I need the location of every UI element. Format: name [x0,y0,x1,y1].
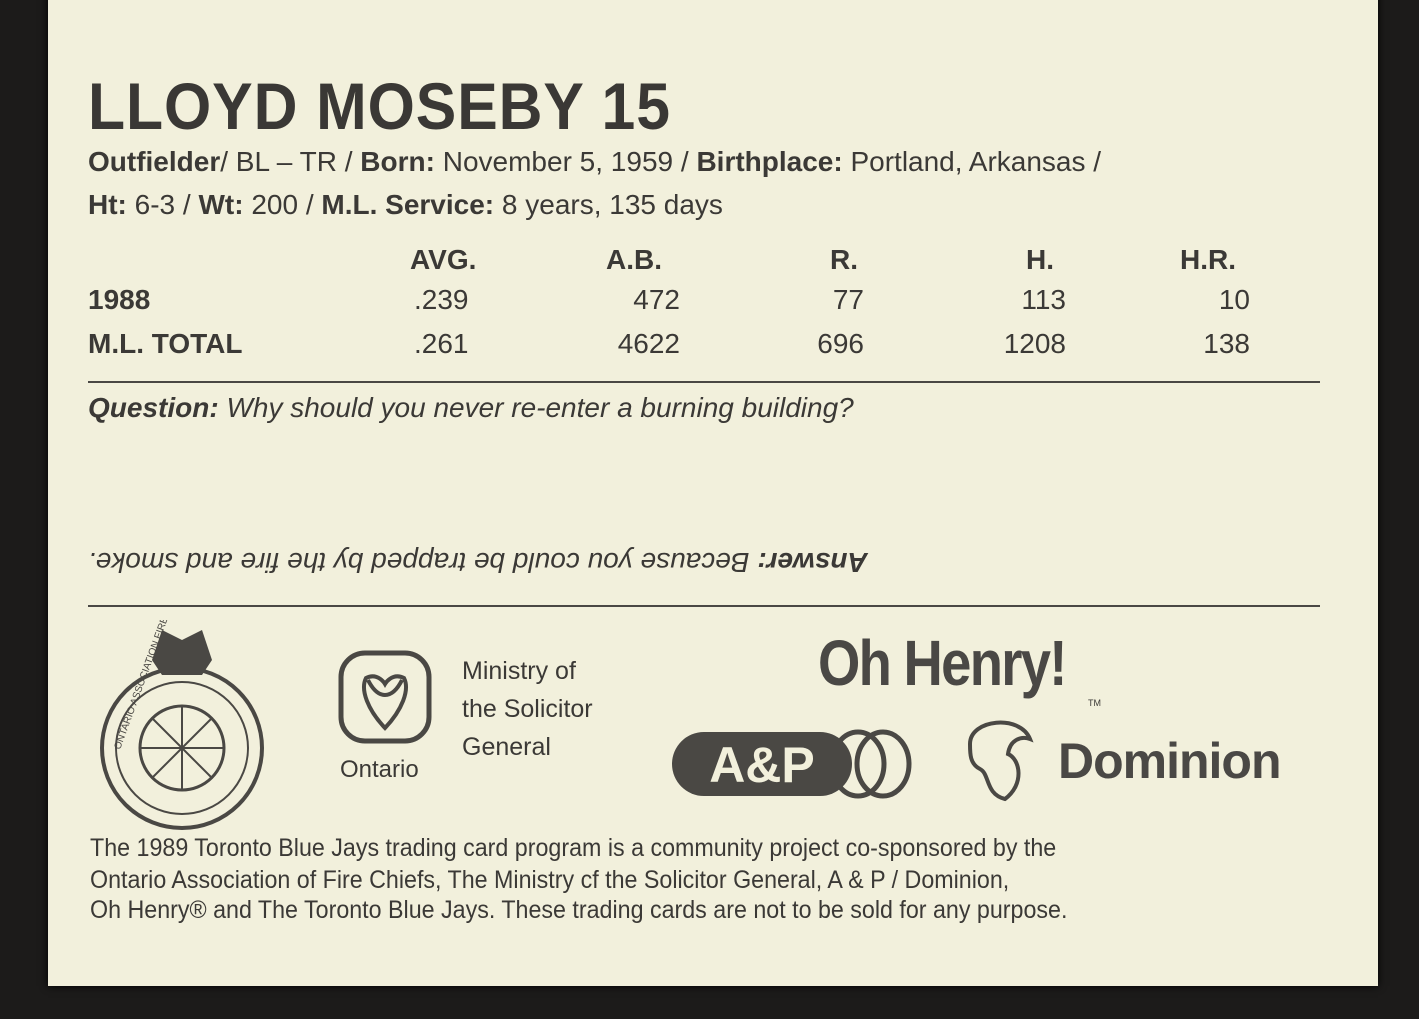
cell: 696 [817,328,864,359]
dominion-mascot-icon [967,720,1034,802]
weight-label: Wt: [198,189,244,220]
ministry-line: Ministry of [462,657,576,685]
cell: 113 [1021,284,1066,315]
bats-throws: / BL – TR / [220,146,361,177]
answer-upside-down: Answer: Because you could be trapped by … [88,546,1320,578]
header-hr: H.R. [1180,244,1236,275]
bio-line-2: Ht: 6-3 / Wt: 200 / M.L. Service: 8 year… [88,189,723,221]
height-value: 6-3 / [126,189,199,220]
footer-line: Oh Henry® and The Toronto Blue Jays. The… [90,896,1068,924]
header-h: H. [1026,244,1054,275]
footer-line: Ontario Association of Fire Chiefs, The … [90,866,1010,894]
cell: 4622 [617,328,680,359]
cell: .239 [414,284,469,315]
dominion-logo: Dominion [1058,733,1282,789]
header-ab: A.B. [606,244,662,275]
cell: 1208 [1003,328,1066,359]
oh-henry-logo: Oh Henry! [818,627,1067,699]
answer-text: Because you could be trapped by the fire… [88,547,758,578]
row-label: M.L. TOTAL [88,328,243,359]
cell: .261 [414,328,469,359]
question-label: Question: [88,392,219,423]
divider [88,605,1320,607]
divider [88,381,1320,383]
trademark: TM [1088,698,1101,708]
cell: 138 [1203,328,1250,359]
born-label: Born: [360,146,435,177]
answer-label: Answer: [757,547,868,578]
birthplace-value: Portland, Arkansas / [842,146,1102,177]
footer-line: The 1989 Toronto Blue Jays trading card … [90,834,1057,862]
header-r: R. [830,244,858,275]
cell: 472 [633,284,680,315]
ap-text: A&P [709,737,815,793]
trading-card-back: LLOYD MOSEBY 15 Outfielder/ BL – TR / Bo… [48,0,1378,986]
ap-logo: A&P [672,729,912,799]
service-value: 8 years, 135 days [494,189,723,220]
cell: 10 [1218,284,1250,315]
ontario-trillium-logo [338,650,432,744]
bio-line-1: Outfielder/ BL – TR / Born: November 5, … [88,146,1101,178]
fire-chiefs-seal-logo: ONTARIO ASSOCIATION FIRE CHIEFS [100,620,264,830]
question: Question: Why should you never re-enter … [88,392,854,424]
position: Outfielder [88,146,221,177]
question-text: Why should you never re-enter a burning … [218,392,854,423]
ministry-line: the Solicitor [462,695,593,723]
weight-value: 200 / [243,189,322,220]
height-label: Ht: [88,189,127,220]
born-value: November 5, 1959 / [434,146,697,177]
row-label: 1988 [88,284,151,315]
birthplace-label: Birthplace: [696,146,843,177]
player-name: LLOYD MOSEBY 15 [88,69,671,143]
ministry-name: Ministry of the Solicitor General [462,652,593,766]
ministry-line: General [462,733,551,761]
ontario-label: Ontario [340,756,419,783]
cell: 77 [832,284,864,315]
header-avg: AVG. [410,244,477,275]
service-label: M.L. Service: [321,189,495,220]
